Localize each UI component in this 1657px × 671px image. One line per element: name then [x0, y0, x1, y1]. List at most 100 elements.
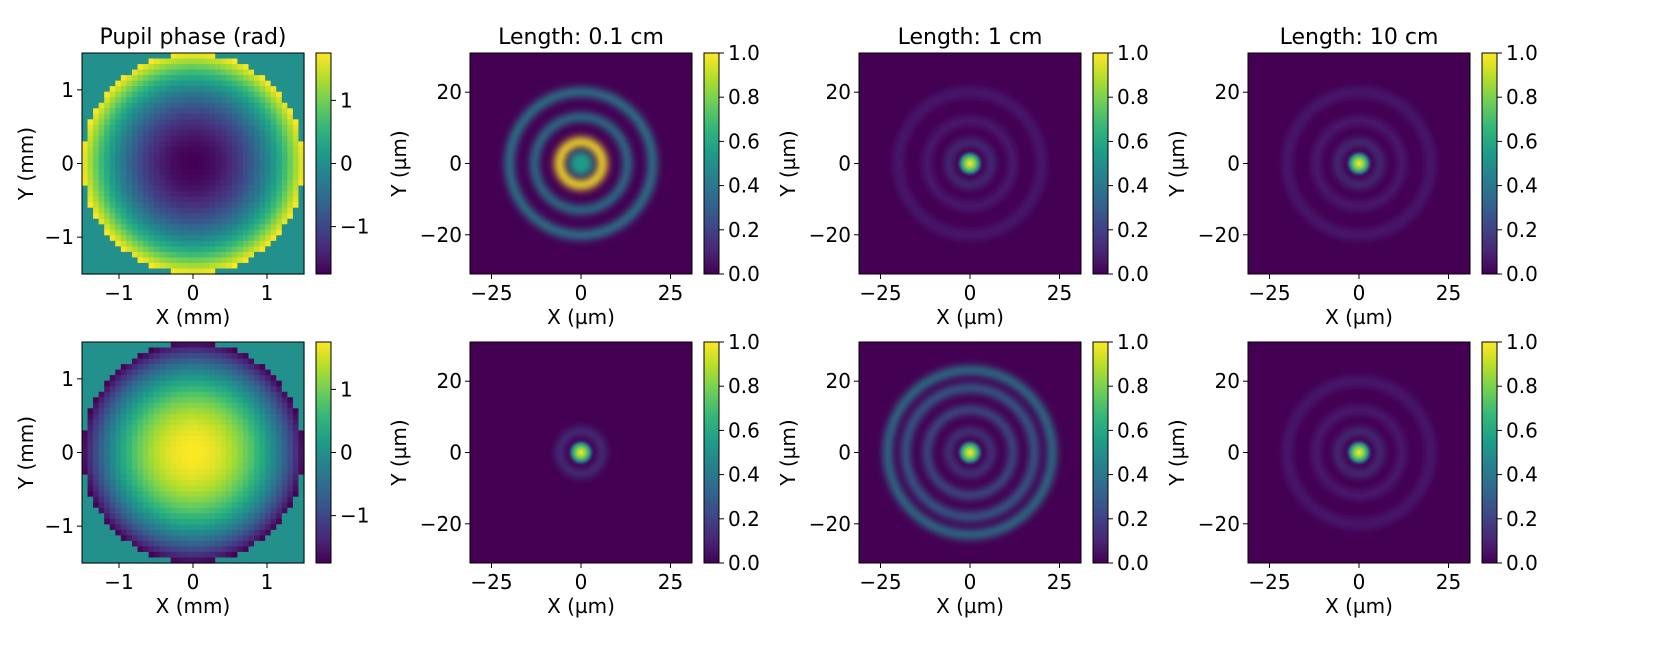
pupil-pixel — [287, 130, 294, 137]
pupil-pixel — [265, 191, 272, 198]
pupil-pixel — [187, 141, 194, 148]
pupil-pixel — [276, 430, 283, 437]
pupil-pixel — [292, 246, 300, 253]
pupil-pixel — [115, 124, 122, 131]
pupil-pixel — [137, 518, 144, 525]
pupil-pixel — [276, 347, 283, 354]
pupil-pixel — [242, 485, 250, 492]
pupil-pixel — [115, 213, 122, 220]
pupil-pixel — [193, 441, 200, 448]
pupil-pixel — [270, 419, 277, 426]
pupil-pixel — [104, 485, 111, 492]
pupil-pixel — [176, 469, 183, 476]
pupil-pixel — [198, 169, 205, 176]
pupil-pixel — [204, 268, 211, 275]
pupil-pixel — [265, 463, 272, 470]
pupil-pixel — [287, 513, 294, 520]
pupil-pixel — [287, 163, 294, 170]
pupil-pixel — [131, 480, 139, 487]
pupil-pixel — [265, 185, 272, 192]
pupil-pixel — [237, 169, 244, 176]
pupil-pixel — [220, 229, 227, 236]
pupil-pixel — [270, 75, 277, 82]
pupil-pixel — [193, 124, 200, 131]
pupil-pixel — [226, 218, 233, 225]
pupil-pixel — [170, 446, 177, 454]
pupil-pixel — [215, 163, 222, 170]
pupil-pixel — [220, 191, 227, 198]
pupil-pixel — [126, 446, 133, 454]
pupil-pixel — [237, 524, 244, 531]
pupil-pixel — [193, 224, 200, 231]
pupil-pixel — [298, 191, 305, 198]
pupil-pixel — [109, 141, 116, 148]
pupil-pixel — [143, 180, 150, 187]
pupil-pixel — [242, 262, 250, 270]
colorbar-gradient — [703, 341, 720, 564]
pupil-pixel — [287, 80, 294, 87]
pupil-pixel — [87, 540, 94, 548]
pupil-pixel — [226, 402, 233, 409]
pupil-pixel — [231, 546, 238, 553]
pupil-pixel — [242, 353, 250, 360]
pupil-pixel — [154, 69, 161, 76]
pupil-pixel — [237, 529, 244, 536]
pupil-pixel — [115, 64, 122, 71]
pupil-pixel — [198, 246, 205, 253]
pupil-pixel — [215, 196, 222, 203]
pupil-pixel — [292, 64, 300, 71]
pupil-pixel — [109, 69, 116, 76]
pupil-pixel — [254, 207, 261, 214]
pupil-pixel — [270, 551, 277, 559]
pupil-pixel — [104, 364, 111, 371]
pupil-pixel — [154, 502, 161, 509]
pupil-pixel — [137, 364, 144, 371]
pupil-pixel — [242, 463, 250, 470]
pupil-pixel — [287, 529, 294, 536]
pupil-pixel — [165, 347, 172, 354]
pupil-pixel — [131, 58, 139, 65]
pupil-pixel — [176, 375, 183, 382]
pupil-pixel — [281, 397, 288, 404]
pupil-pixel — [242, 69, 250, 76]
pupil-pixel — [120, 69, 127, 76]
pupil-pixel — [204, 91, 211, 98]
pupil-pixel — [165, 202, 172, 209]
pupil-pixel — [93, 375, 100, 382]
pupil-pixel — [292, 469, 300, 476]
pupil-pixel — [170, 157, 177, 165]
pupil-pixel — [215, 174, 222, 181]
pupil-pixel — [254, 53, 261, 60]
pupil-pixel — [126, 540, 133, 548]
pupil-pixel — [254, 213, 261, 220]
pupil-pixel — [148, 380, 155, 387]
pupil-pixel — [159, 353, 166, 360]
pupil-pixel — [220, 540, 227, 548]
pupil-pixel — [126, 202, 133, 209]
pupil-pixel — [193, 397, 200, 404]
pupil-pixel — [165, 452, 172, 459]
pupil-pixel — [209, 124, 216, 131]
pupil-pixel — [265, 180, 272, 187]
pupil-pixel — [181, 474, 189, 481]
pupil-pixel — [276, 435, 283, 443]
pupil-pixel — [231, 430, 238, 437]
pupil-pixel — [193, 342, 200, 349]
pupil-pixel — [204, 502, 211, 509]
pupil-pixel — [298, 424, 305, 432]
pupil-pixel — [292, 174, 300, 181]
pupil-pixel — [270, 452, 277, 459]
pupil-pixel — [154, 513, 161, 520]
pupil-pixel — [181, 491, 189, 498]
pupil-pixel — [93, 207, 100, 214]
pupil-pixel — [237, 268, 244, 275]
pupil-pixel — [154, 108, 161, 115]
pupil-pixel — [265, 358, 272, 365]
pupil-pixel — [126, 474, 133, 481]
pupil-pixel — [87, 551, 94, 559]
pupil-pixel — [237, 75, 244, 82]
pupil-pixel — [148, 124, 155, 131]
pupil-pixel — [209, 64, 216, 71]
pupil-pixel — [287, 113, 294, 120]
pupil-pixel — [248, 185, 255, 192]
